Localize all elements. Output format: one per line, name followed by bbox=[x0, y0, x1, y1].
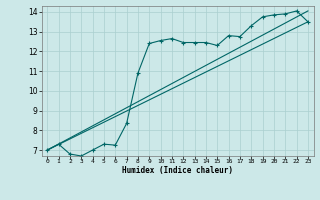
X-axis label: Humidex (Indice chaleur): Humidex (Indice chaleur) bbox=[122, 166, 233, 175]
